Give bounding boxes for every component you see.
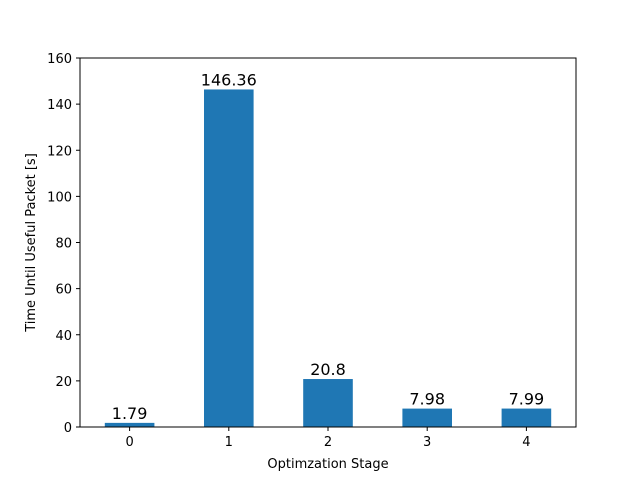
x-tick-label-0: 0 <box>125 435 133 450</box>
y-tick-label-120: 120 <box>47 144 72 159</box>
y-tick-label-100: 100 <box>47 190 72 205</box>
data-label-0: 1.79 <box>112 404 148 423</box>
y-tick-label-40: 40 <box>55 329 72 344</box>
bar-4 <box>501 408 552 427</box>
y-tick-label-160: 160 <box>47 52 72 67</box>
x-tick-label-1: 1 <box>225 435 233 450</box>
y-tick-label-140: 140 <box>47 98 72 113</box>
y-tick-label-20: 20 <box>55 375 72 390</box>
bar-1 <box>204 89 254 428</box>
y-axis-label: Time Until Useful Packet [s] <box>24 153 39 333</box>
bars-group <box>104 89 552 428</box>
bar-3 <box>402 408 452 427</box>
bar-0 <box>104 422 155 427</box>
bar-2 <box>303 379 353 427</box>
data-label-3: 7.98 <box>409 390 445 409</box>
data-labels-group: 1.79 146.36 20.8 7.98 7.99 <box>112 70 544 422</box>
data-label-1: 146.36 <box>201 70 257 89</box>
y-axis-ticks: 0 20 40 60 80 100 120 140 160 <box>47 52 80 436</box>
y-tick-label-0: 0 <box>64 421 72 436</box>
y-tick-label-80: 80 <box>55 237 72 252</box>
data-label-2: 20.8 <box>310 360 346 379</box>
x-axis-label: Optimzation Stage <box>267 457 388 472</box>
x-axis-ticks: 0 1 2 3 4 <box>125 427 531 450</box>
x-tick-label-4: 4 <box>522 435 530 450</box>
data-label-4: 7.99 <box>509 390 545 409</box>
plot-frame <box>79 57 577 428</box>
x-tick-label-3: 3 <box>423 435 431 450</box>
x-tick-label-2: 2 <box>324 435 332 450</box>
y-tick-label-60: 60 <box>55 283 72 298</box>
